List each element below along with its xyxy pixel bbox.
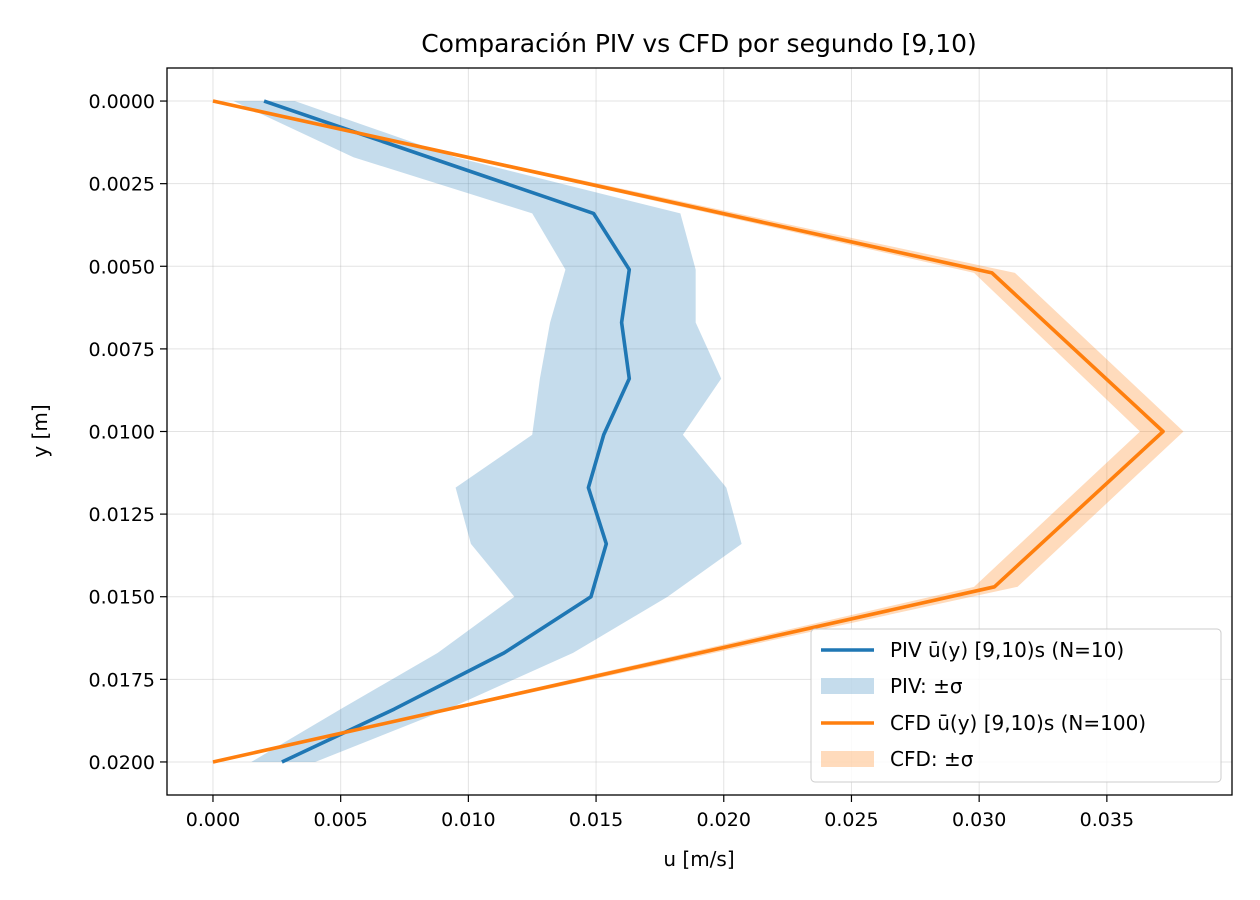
band-series-1: [233, 101, 742, 762]
y-axis-label: y [m]: [28, 404, 52, 457]
x-tick-label: 0.010: [441, 809, 495, 831]
line-series-0: [263, 99, 632, 764]
legend-label-cfd-band: CFD: ±σ: [890, 747, 974, 771]
x-tick-label: 0.025: [824, 809, 878, 831]
y-tick-label: 0.0175: [89, 669, 155, 691]
y-tick-label: 0.0100: [89, 422, 155, 444]
line-series-2: [212, 99, 1165, 764]
y-tick-label: 0.0150: [89, 587, 155, 609]
y-tick-label: 0.0125: [89, 504, 155, 526]
x-tick-label: 0.015: [569, 809, 623, 831]
x-tick-label: 0.020: [697, 809, 751, 831]
y-tick-label: 0.0000: [89, 91, 155, 113]
x-tick-label: 0.030: [952, 809, 1006, 831]
ticks: 0.000 0.005 0.010 0.015 0.020 0.025 0.030 0.035…: [89, 91, 1135, 831]
legend-swatch-piv-band: [821, 678, 874, 694]
x-tick-label: 0.035: [1080, 809, 1134, 831]
legend-label-cfd-line: CFD ū(y) [9,10)s (N=100): [890, 711, 1146, 735]
legend-label-piv-line: PIV ū(y) [9,10)s (N=10): [890, 638, 1124, 662]
y-tick-label: 0.0075: [89, 339, 155, 361]
y-tick-label: 0.0200: [89, 752, 155, 774]
legend: PIV ū(y) [9,10)s (N=10) PIV: ±σ CFD ū(y)…: [810, 628, 1222, 783]
lines: [212, 99, 1165, 764]
x-tick-label: 0.005: [313, 809, 367, 831]
chart-title: Comparación PIV vs CFD por segundo [9,10…: [421, 29, 977, 58]
legend-box: [810, 628, 1222, 783]
bands: [212, 101, 1184, 762]
x-axis-label: u [m/s]: [663, 847, 734, 871]
legend-label-piv-band: PIV: ±σ: [890, 674, 963, 698]
band-series-3: [212, 101, 1184, 762]
x-tick-label: 0.000: [186, 809, 240, 831]
legend-swatch-cfd-band: [821, 751, 874, 767]
y-tick-label: 0.0050: [89, 256, 155, 278]
y-tick-label: 0.0025: [89, 174, 155, 196]
